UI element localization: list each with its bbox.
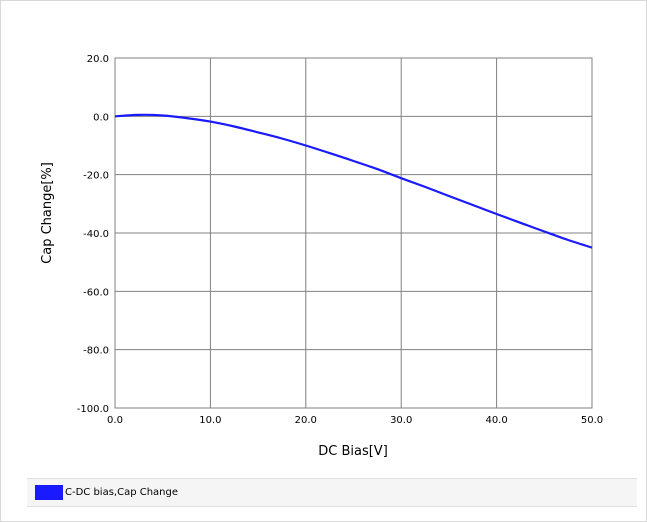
x-tick-label: 50.0 <box>581 415 603 426</box>
x-tick-label: 10.0 <box>199 415 221 426</box>
y-tick-label: -40.0 <box>83 229 109 240</box>
legend-label: C-DC bias,Cap Change <box>65 487 179 498</box>
x-axis-title: DC Bias[V] <box>318 444 388 459</box>
y-tick-label: -20.0 <box>83 171 109 182</box>
x-tick-label: 20.0 <box>295 415 317 426</box>
y-axis-title: Cap Change[%] <box>40 162 55 264</box>
x-tick-label: 40.0 <box>485 415 507 426</box>
y-tick-label: 0.0 <box>93 112 109 123</box>
legend-swatch <box>35 485 63 500</box>
x-tick-label: 0.0 <box>107 415 123 426</box>
y-tick-label: 20.0 <box>87 54 109 65</box>
series-line <box>114 113 593 249</box>
y-tick-label: -80.0 <box>83 346 109 357</box>
legend: C-DC bias,Cap Change <box>27 478 637 507</box>
y-tick-label: -100.0 <box>77 404 109 415</box>
y-tick-label: -60.0 <box>83 287 109 298</box>
x-tick-label: 30.0 <box>390 415 412 426</box>
